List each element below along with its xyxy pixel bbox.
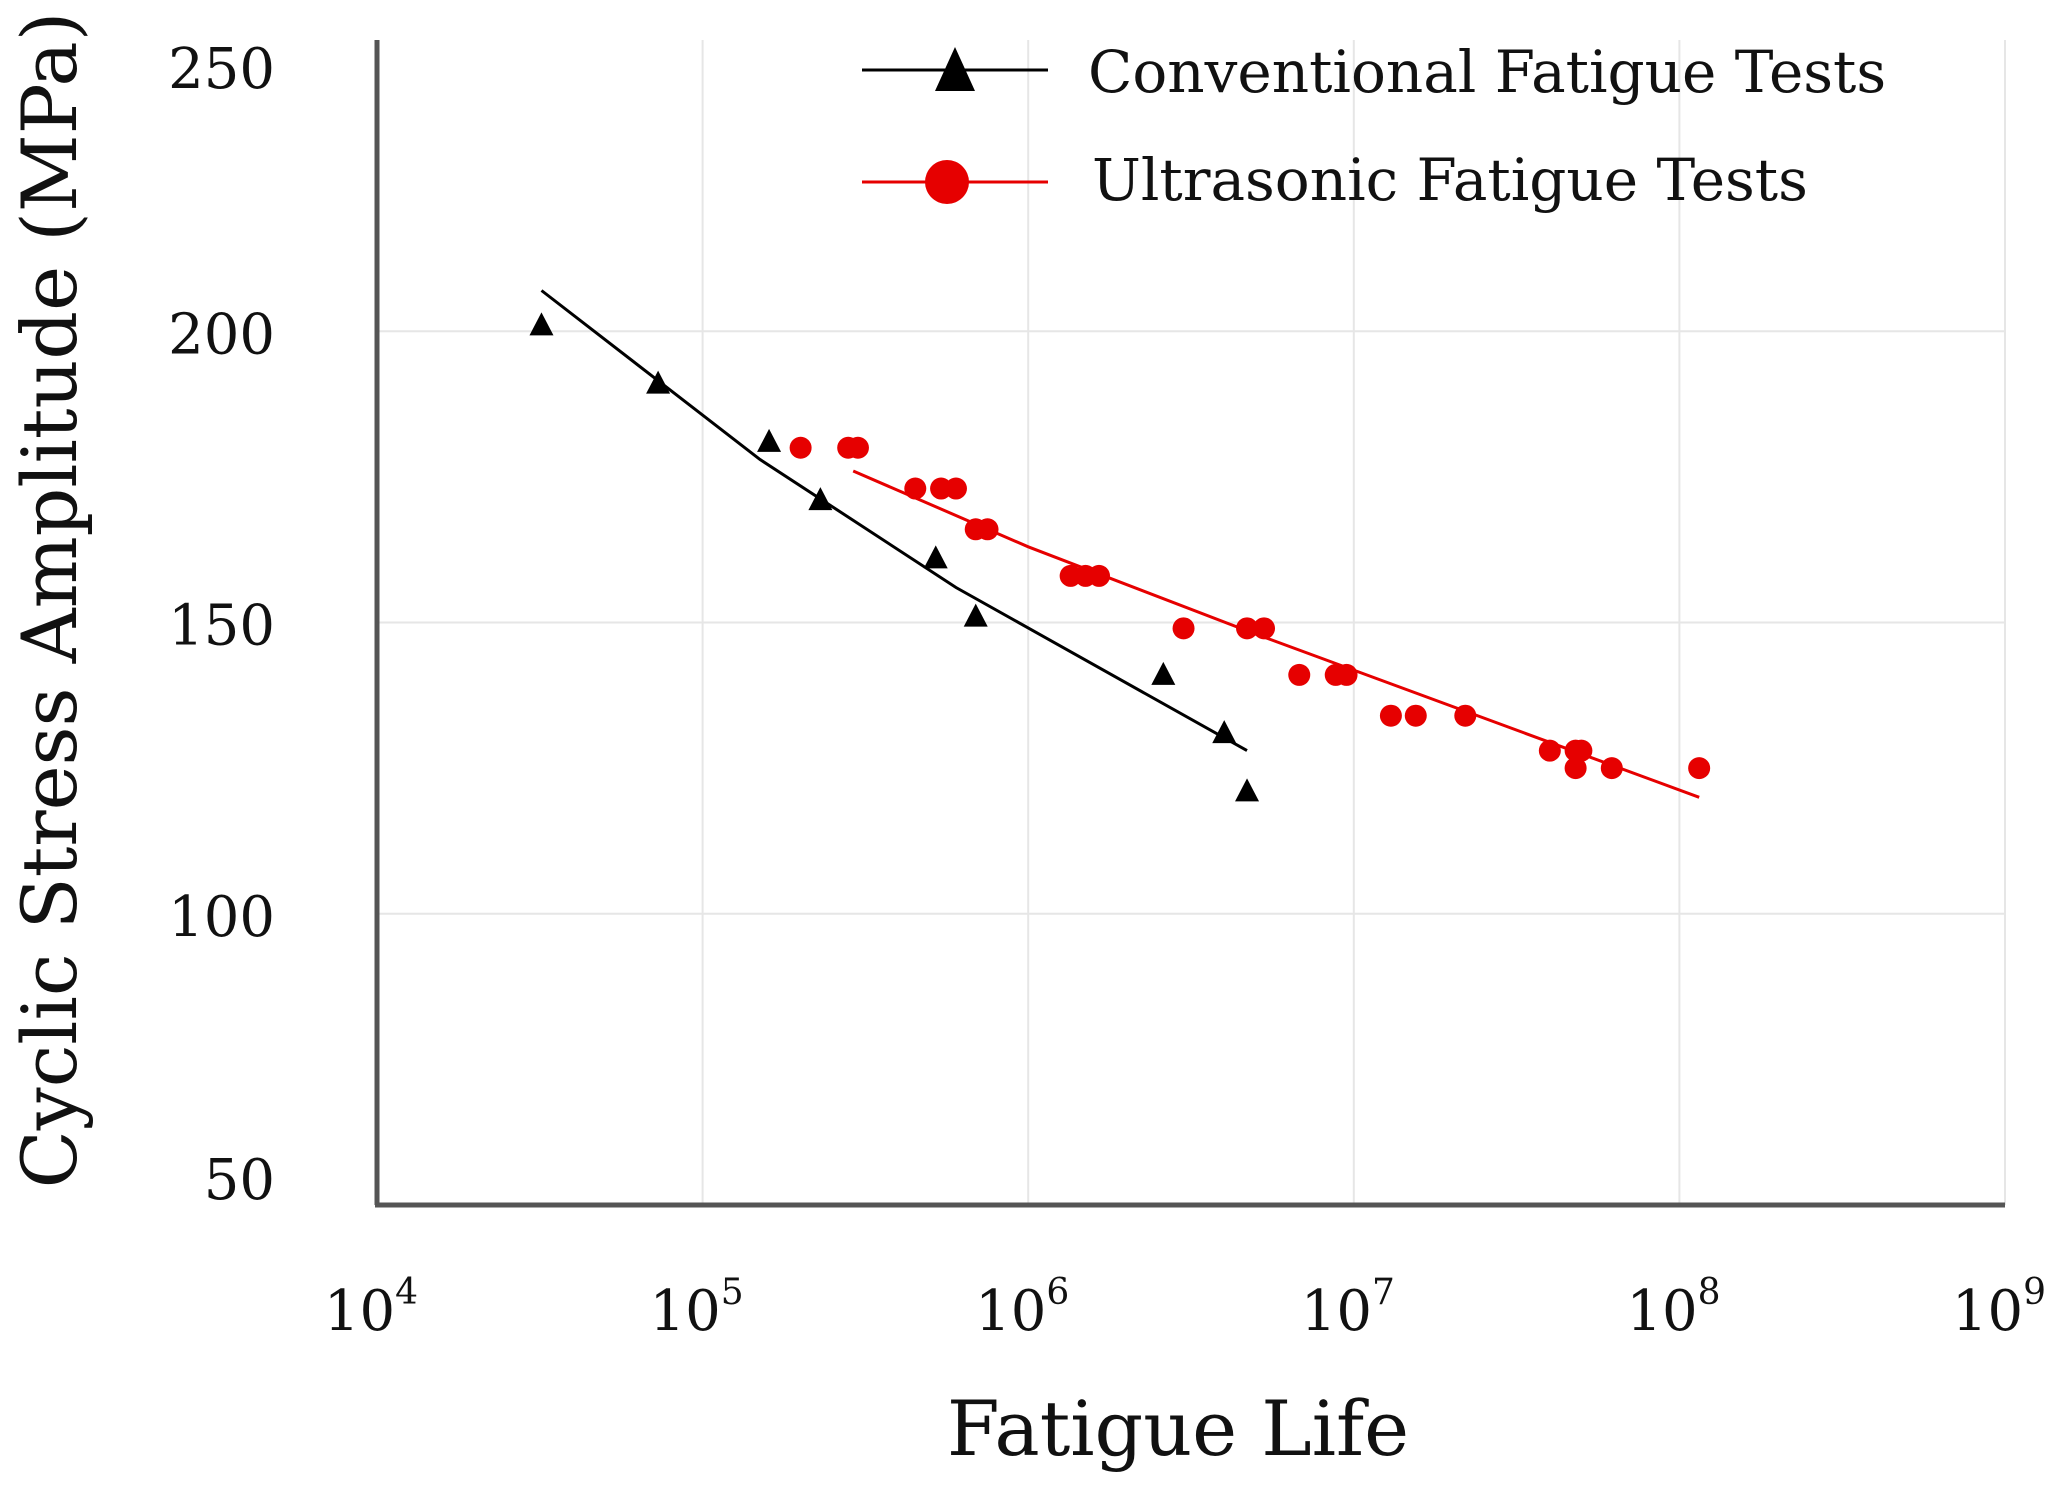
x-tick-label: 105: [650, 1272, 744, 1344]
x-axis-title: Fatigue Life: [947, 1384, 1409, 1473]
conventional-data-point: [757, 428, 782, 452]
y-tick-label: 100: [168, 885, 275, 950]
conventional-data-point: [808, 487, 833, 511]
ultrasonic-data-point: [1088, 564, 1111, 587]
conventional-data-point: [963, 603, 988, 627]
ultrasonic-data-point: [789, 436, 812, 459]
ultrasonic-data-point: [1172, 617, 1195, 640]
x-tick-label: 108: [1626, 1272, 1720, 1344]
ultrasonic-data-point: [1335, 663, 1358, 686]
ultrasonic-data-point: [944, 477, 967, 500]
conventional-data-point: [1151, 661, 1176, 685]
legend: Conventional Fatigue Tests Ultrasonic Fa…: [862, 38, 1886, 214]
x-tick-label: 107: [1301, 1272, 1395, 1344]
conventional-data-point: [1235, 778, 1260, 802]
ultrasonic-data-point: [1564, 757, 1587, 780]
y-axis-title: Cyclic Stress Amplitude (MPa): [5, 12, 94, 1189]
tick-labels: 104 105 106 107 108 109 50 100 150 200 250: [168, 37, 2046, 1344]
ultrasonic-data-point: [1454, 704, 1477, 727]
ultrasonic-data-point: [1600, 757, 1623, 780]
legend-label-conventional: Conventional Fatigue Tests: [1088, 38, 1886, 106]
ultrasonic-data-point: [1253, 617, 1276, 640]
data-points: [529, 312, 1711, 802]
conventional-data-point: [923, 545, 948, 569]
y-tick-label: 200: [168, 302, 275, 367]
ultrasonic-data-point: [1288, 663, 1311, 686]
legend-marker-conventional: [935, 47, 975, 91]
conventional-fit-line: [540, 289, 1248, 752]
ultrasonic-data-point: [846, 436, 869, 459]
y-tick-label: 250: [168, 37, 275, 102]
conventional-data-point: [1212, 720, 1237, 744]
conventional-data-point: [646, 370, 671, 394]
ultrasonic-data-point: [1570, 739, 1593, 762]
x-tick-label: 109: [1952, 1272, 2046, 1344]
x-tick-label: 106: [975, 1272, 1069, 1344]
ultrasonic-data-point: [1404, 704, 1427, 727]
ultrasonic-data-point: [976, 518, 999, 541]
ultrasonic-data-point: [904, 477, 927, 500]
x-tick-label: 104: [324, 1272, 418, 1344]
ultrasonic-data-point: [1236, 617, 1259, 640]
y-tick-label: 50: [204, 1148, 275, 1213]
legend-marker-ultrasonic: [925, 160, 969, 204]
ultrasonic-data-point: [1379, 704, 1402, 727]
y-tick-label: 150: [168, 594, 275, 659]
ultrasonic-data-point: [1688, 757, 1711, 780]
ultrasonic-data-point: [1538, 739, 1561, 762]
legend-label-ultrasonic: Ultrasonic Fatigue Tests: [1092, 146, 1808, 214]
fit-lines: [540, 289, 1700, 799]
conventional-data-point: [529, 312, 554, 336]
axes: [374, 40, 2005, 1208]
